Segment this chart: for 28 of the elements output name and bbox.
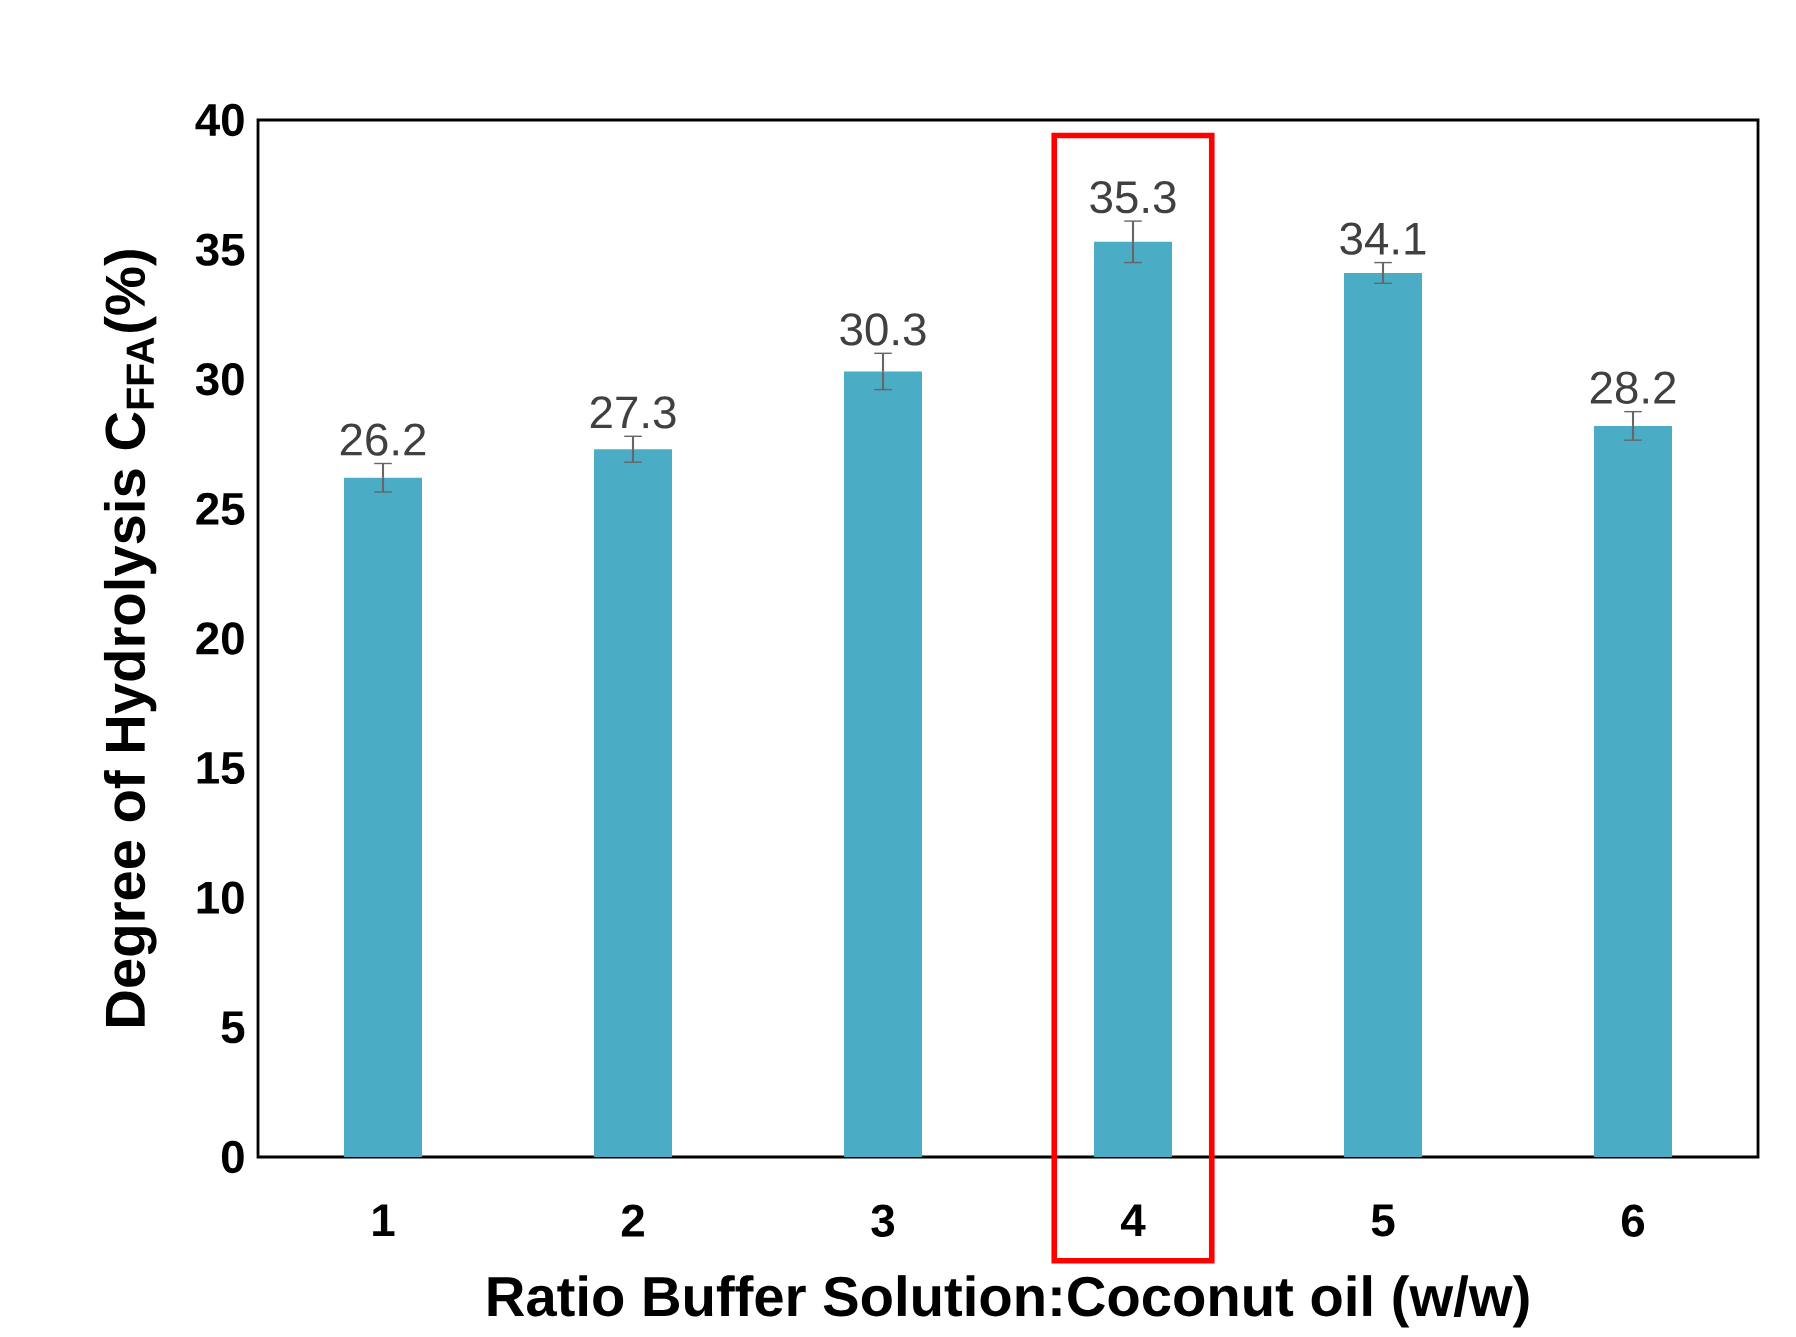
bar: [1594, 425, 1673, 1157]
bar: [344, 477, 422, 1157]
y-tick-label: 0: [222, 1140, 244, 1174]
y-tick-label: 10: [197, 881, 244, 914]
x-tick-label: 6: [1621, 1204, 1645, 1237]
x-tick-label: 4: [1121, 1204, 1146, 1236]
data-label: 28.2: [1590, 371, 1676, 404]
y-tick-label: 40: [195, 103, 244, 137]
bar: [1344, 272, 1423, 1157]
data-label: 34.1: [1340, 222, 1426, 255]
y-tick-label: 15: [197, 752, 245, 785]
y-tick-label: 25: [196, 492, 245, 526]
data-label: 27.3: [590, 396, 676, 429]
y-tick-label: 30: [195, 363, 244, 396]
x-tick-label: 5: [1371, 1204, 1395, 1237]
data-label: 30.3: [840, 313, 926, 346]
y-tick-label: 35: [195, 233, 245, 266]
y-tick-label: 20: [196, 622, 244, 655]
data-label: 26.2: [340, 423, 426, 456]
bar: [594, 449, 673, 1157]
y-tick-label: 5: [221, 1011, 245, 1044]
x-tick-label: 1: [373, 1204, 395, 1236]
data-label: 35.3: [1090, 181, 1176, 214]
y-axis-title: Degree of Hydrolysis C$_{FFA}$(%): [103, 250, 157, 1026]
x-tick-label: 2: [621, 1204, 644, 1237]
bar: [844, 371, 923, 1157]
x-axis-title: Ratio Buffer Solution:Coconut oil (w/w): [488, 1275, 1529, 1328]
x-tick-label: 3: [871, 1204, 895, 1237]
